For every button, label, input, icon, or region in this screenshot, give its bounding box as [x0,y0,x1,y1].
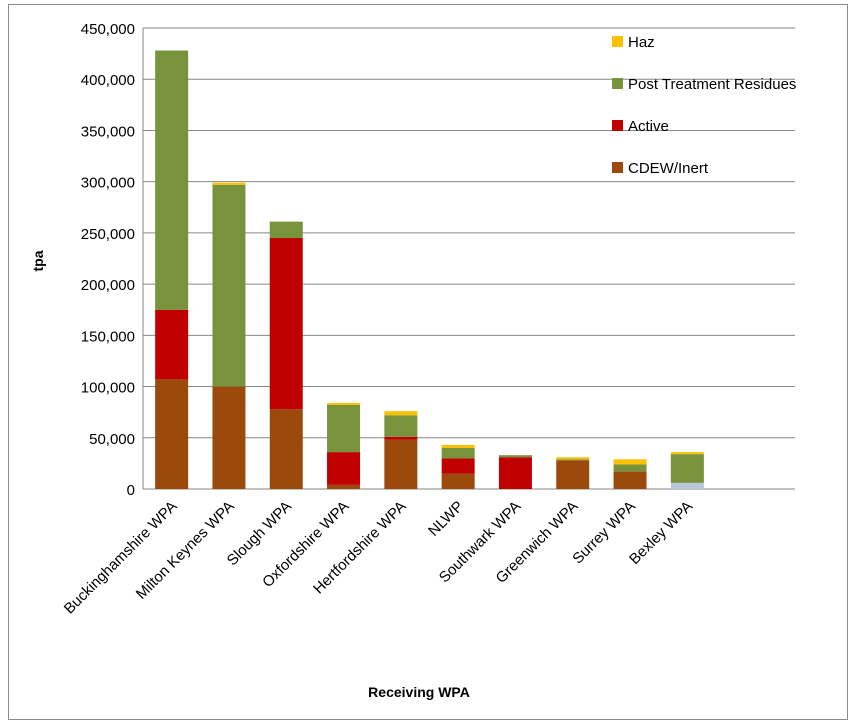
y-tick-label: 150,000 [81,328,135,345]
bar-segment-haz [442,445,475,448]
bar-segment-active [499,457,532,489]
bar-segment-active [384,437,417,440]
y-tick-label: 0 [127,482,135,499]
legend-label: Post Treatment Residues [628,76,796,93]
bar-segment-post-treatment-residues [384,415,417,437]
y-axis-tick-labels: 0 50,000 100,000 150,000 200,000 250,000 300,0… [81,21,135,499]
bar-segment-active [270,238,303,409]
x-tick-label: Buckinghamshire WPA [61,498,181,618]
bar-segment-cdew-inert [556,460,589,489]
bar-segment-cdew-inert [442,474,475,489]
x-axis-label: Receiving WPA [368,684,470,700]
legend-swatch [612,162,623,173]
bar-segment-haz [556,457,589,459]
bar-segment-cdew-inert [384,440,417,489]
legend-label: CDEW/Inert [628,160,709,177]
y-tick-label: 300,000 [81,175,135,192]
legend-swatch [612,78,623,89]
bar-segment-cdew-inert [614,472,647,489]
y-tick-label: 450,000 [81,21,135,38]
y-tick-label: 350,000 [81,123,135,140]
bar-segment-post-treatment-residues [327,405,360,452]
bar-segment-haz [212,183,245,185]
bar-segment-haz [384,411,417,415]
bar-segment-cdew-inert [270,409,303,489]
bar-segment-haz [671,452,704,454]
legend-swatch [612,120,623,131]
legend-label: Active [628,118,669,135]
bar-segment-cdew-inert [327,485,360,489]
bar-segment-post-treatment-residues [556,459,589,460]
legend-swatch [612,36,623,47]
bar-segment-post-treatment-residues [155,51,188,310]
bar-segment-post-treatment-residues [671,454,704,483]
bar-segment-post-treatment-residues [499,455,532,457]
bar-segment-active [442,458,475,473]
bar-segment-haz [327,403,360,405]
y-tick-label: 250,000 [81,226,135,243]
bar-segment-haz [614,459,647,464]
y-axis-label: tpa [30,250,46,271]
legend-label: Haz [628,34,655,51]
bar-segment-post-treatment-residues [212,185,245,387]
y-tick-label: 400,000 [81,72,135,89]
chart-frame: 0 50,000 100,000 150,000 200,000 250,000 300,0… [8,4,848,720]
bar-segment-cdew-inert [155,379,188,489]
y-tick-label: 200,000 [81,277,135,294]
y-tick-label: 100,000 [81,380,135,397]
bar-segment-active [155,310,188,380]
stacked-bar-chart: 0 50,000 100,000 150,000 200,000 250,000 300,0… [9,5,847,719]
bar-segment-unlabeled [671,483,704,489]
bar-segment-cdew-inert [212,387,245,489]
bar-segment-post-treatment-residues [614,464,647,471]
bar-segment-post-treatment-residues [270,222,303,238]
bar-segment-active [327,452,360,485]
x-tick-label: NLWP [425,498,467,540]
x-tick-label: Milton Keynes WPA [133,498,238,603]
legend: Haz Post Treatment Residues Active CDEW/Ine… [612,34,796,177]
y-tick-label: 50,000 [89,431,135,448]
bar-segment-post-treatment-residues [442,448,475,458]
bars [155,51,704,489]
